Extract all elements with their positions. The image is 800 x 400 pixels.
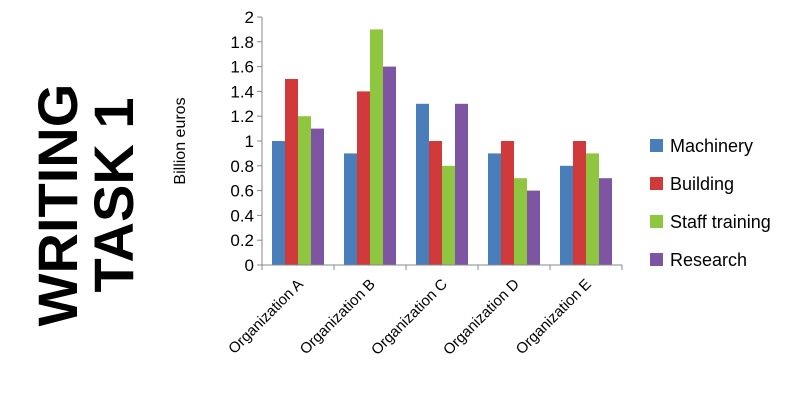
legend-label-research: Research [670, 250, 747, 270]
bar-machinery-5 [560, 165, 573, 265]
y-tick-label: 0.8 [230, 157, 254, 176]
legend-label-staff-training: Staff training [670, 212, 771, 232]
bar-research-5 [599, 178, 612, 265]
legend-label-building: Building [670, 174, 734, 194]
legend-swatch-building [650, 177, 663, 190]
bar-building-2 [357, 91, 370, 266]
x-category-label: Organization C [368, 276, 451, 359]
x-category-label: Organization B [297, 276, 379, 358]
legend-swatch-machinery [650, 139, 663, 152]
bar-staff-training-1 [298, 116, 311, 265]
bar-staff-training-3 [442, 165, 455, 265]
y-tick-label: 0 [245, 256, 254, 275]
y-tick-label: 1.6 [230, 58, 254, 77]
y-tick-label: 2 [245, 8, 254, 27]
bar-machinery-3 [416, 103, 429, 265]
bar-building-4 [501, 141, 514, 265]
bar-staff-training-4 [514, 178, 527, 265]
y-tick-label: 1.8 [230, 33, 254, 52]
bar-machinery-2 [344, 153, 357, 265]
y-tick-label: 0.2 [230, 231, 254, 250]
y-axis-label: Billion euros [172, 97, 189, 184]
y-tick-label: 1 [245, 132, 254, 151]
x-category-label: Organization A [225, 276, 307, 358]
bar-machinery-1 [272, 141, 285, 265]
bar-research-4 [527, 190, 540, 265]
y-tick-label: 0.4 [230, 206, 254, 225]
y-tick-label: 1.4 [230, 82, 254, 101]
writing-task-banner: WRITING TASK 1 [26, 84, 145, 327]
legend-swatch-staff-training [650, 215, 663, 228]
bar-research-1 [311, 128, 324, 265]
x-category-label: Organization E [513, 276, 595, 358]
bar-staff-training-2 [370, 29, 383, 266]
x-category-label: Organization D [440, 276, 523, 359]
legend-label-machinery: Machinery [670, 136, 753, 156]
bar-building-5 [573, 141, 586, 265]
y-tick-label: 0.6 [230, 182, 254, 201]
legend-swatch-research [650, 253, 663, 266]
bar-research-2 [383, 66, 396, 265]
bar-staff-training-5 [586, 153, 599, 265]
bar-machinery-4 [488, 153, 501, 265]
bar-building-1 [285, 79, 298, 265]
banner-line-writing: WRITING [26, 84, 89, 327]
y-tick-label: 1.2 [230, 107, 254, 126]
banner-line-task-1: TASK 1 [82, 98, 145, 293]
bar-research-3 [455, 103, 468, 265]
bar-building-3 [429, 141, 442, 265]
